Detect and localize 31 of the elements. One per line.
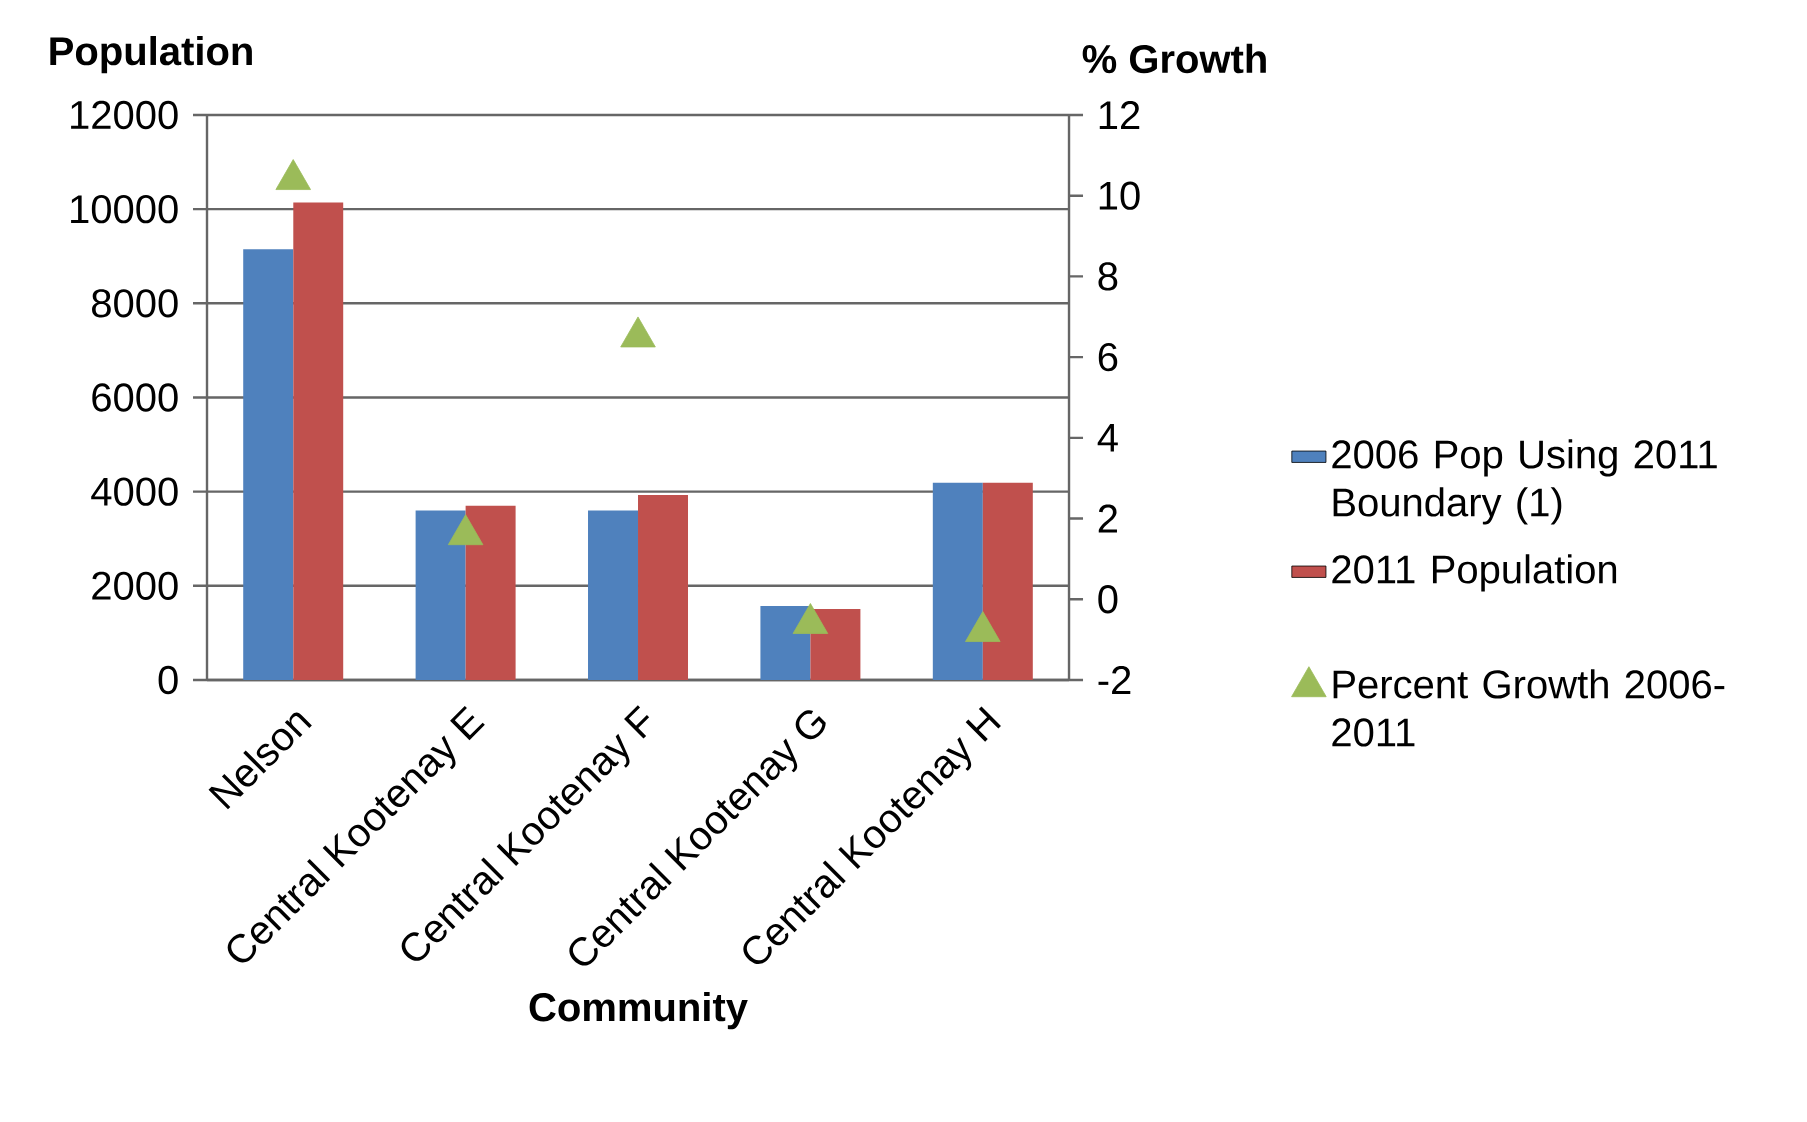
- y2-tick-label: 10: [1099, 181, 1140, 210]
- y-tick-label: 12000: [71, 100, 178, 130]
- bar: [638, 494, 689, 680]
- y-axis-title: Population: [50, 35, 252, 74]
- bar: [415, 510, 466, 680]
- y-tick-label: 2000: [92, 571, 178, 600]
- bar: [465, 505, 516, 680]
- y2-tick-label: 12: [1099, 101, 1140, 129]
- legend-label: 2006 Pop Using 2011 Boundary (1): [1332, 439, 1717, 525]
- bar: [293, 202, 344, 680]
- y2-tick-label: 2: [1098, 504, 1117, 533]
- x-axis-title: Community: [529, 992, 748, 1030]
- y-tick-label: 0: [158, 665, 178, 695]
- legend-label: 2011 Population: [1332, 554, 1617, 592]
- y-tick-label: 4000: [91, 477, 178, 506]
- y-tick-label: 8000: [92, 289, 178, 318]
- bar: [760, 606, 811, 680]
- legend-label: Percent Growth 2006-2011: [1332, 669, 1725, 747]
- y2-tick-label: -2: [1098, 666, 1131, 694]
- y2-tick-label: 4: [1097, 424, 1118, 452]
- bar: [810, 608, 861, 680]
- y2-tick-label: 0: [1098, 585, 1118, 614]
- y2-tick-label: 6: [1098, 342, 1118, 372]
- bar: [243, 249, 294, 680]
- bar: [588, 510, 639, 680]
- y-tick-label: 10000: [71, 195, 178, 224]
- y2-axis-title: % Growth: [1082, 43, 1266, 74]
- bar: [982, 482, 1033, 680]
- y-tick-label: 6000: [92, 383, 178, 412]
- bar: [932, 482, 983, 680]
- y2-tick-label: 8: [1098, 262, 1118, 291]
